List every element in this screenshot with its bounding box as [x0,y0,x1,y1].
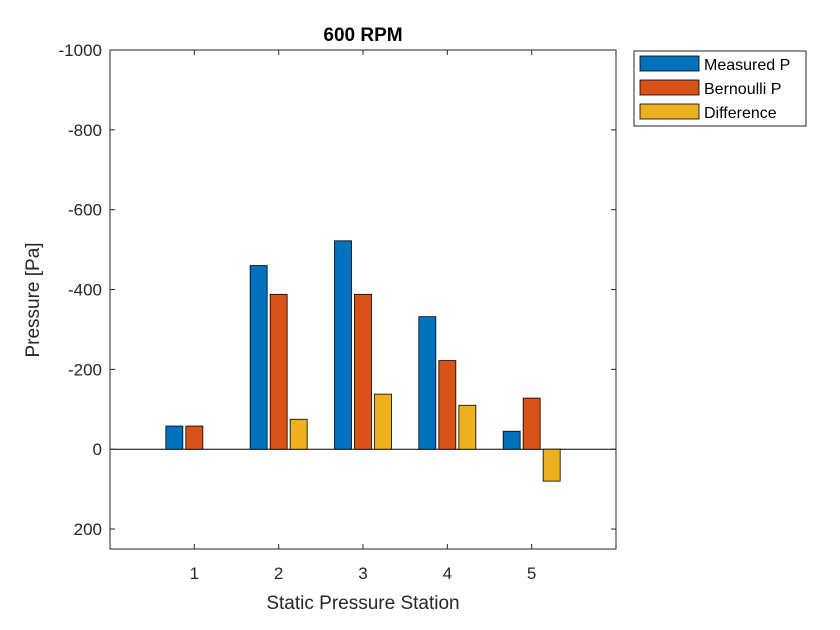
x-axis-ticks: 1 2 3 4 5 [190,50,536,583]
legend-swatch-measured-p [639,55,700,72]
x-axis-label: Static Pressure Station [266,593,459,614]
y-axis-label: Pressure [Pa] [23,242,44,357]
y-tick-label: 200 [74,520,102,539]
bar-difference-station-3 [374,393,392,450]
x-tick-label: 4 [443,564,452,583]
x-tick-label: 1 [190,564,199,583]
y-tick-label: -600 [68,201,102,220]
legend-swatch-difference [639,103,700,120]
bar-difference-station-5 [542,448,561,482]
legend-label-bernoulli-p: Bernoulli P [704,81,781,98]
y-tick-label: 0 [93,440,102,459]
legend-label-measured-p: Measured P [704,57,790,74]
legend-swatch-bernoulli-p [639,79,700,96]
x-tick-label: 2 [274,564,283,583]
bar-bernoulli-p-station-3 [354,293,372,450]
bar-measured-p-station-4 [418,316,437,450]
bar-measured-p-station-3 [334,240,352,450]
legend: Measured P Bernoulli P Difference [633,50,807,127]
bar-measured-p-station-1 [165,425,184,450]
bar-difference-station-4 [458,404,477,450]
y-tick-label: -800 [68,121,102,140]
bar-bernoulli-p-station-4 [438,360,457,450]
bar-bernoulli-p-station-1 [185,425,204,450]
legend-label-difference: Difference [704,105,777,122]
bars [165,240,561,482]
y-tick-label: -400 [68,281,102,300]
x-tick-label: 5 [527,564,536,583]
y-tick-label: -200 [68,360,102,379]
bar-measured-p-station-2 [249,265,268,450]
bar-measured-p-station-5 [502,430,521,450]
y-axis-ticks: 200 0 -200 -400 -600 -800 -1000 [59,41,616,539]
bar-bernoulli-p-station-5 [522,397,541,450]
chart-title: 600 RPM [323,25,402,46]
y-tick-label: -1000 [59,41,102,60]
x-tick-label: 3 [358,564,367,583]
bar-bernoulli-p-station-2 [269,293,288,450]
bar-difference-station-2 [289,418,308,450]
